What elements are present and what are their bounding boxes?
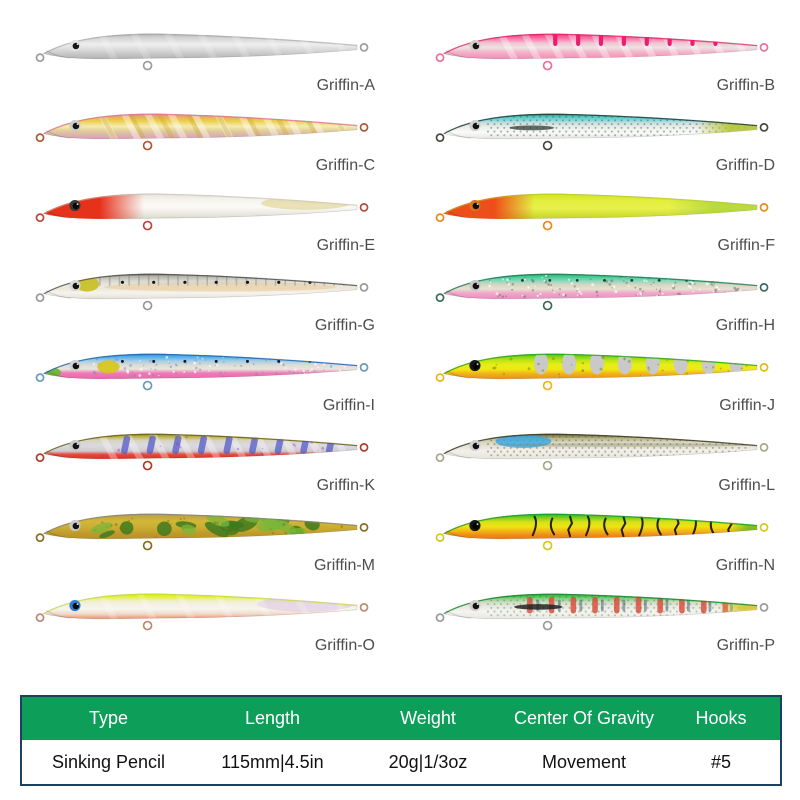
lure-artwork	[435, 33, 769, 71]
lure-image-griffin-m	[30, 499, 400, 553]
lure-image-griffin-k	[30, 419, 400, 473]
lure-cell-griffin-c: Griffin-C	[0, 97, 400, 177]
spec-value-row: Sinking Pencil 115mm|4.5in 20g|1/3oz Mov…	[21, 740, 781, 785]
lure-label-griffin-i: Griffin-I	[322, 397, 375, 414]
spec-header-row: Type Length Weight Center Of Gravity Hoo…	[21, 696, 781, 740]
lure-image-griffin-g	[30, 259, 400, 313]
lure-artwork	[35, 113, 369, 151]
lure-artwork	[35, 273, 369, 311]
lure-label-griffin-m: Griffin-M	[313, 557, 375, 574]
lure-artwork	[35, 33, 369, 71]
lure-label-griffin-k: Griffin-K	[316, 477, 375, 494]
lure-image-griffin-j	[430, 339, 800, 393]
lure-artwork	[435, 353, 769, 391]
lure-label-griffin-e: Griffin-E	[316, 237, 375, 254]
lure-cell-griffin-p: Griffin-P	[400, 577, 800, 657]
lure-artwork	[35, 433, 369, 471]
lure-image-griffin-a	[30, 19, 400, 73]
lure-cell-griffin-h: Griffin-H	[400, 257, 800, 337]
spec-header-weight: Weight	[350, 696, 506, 740]
lure-image-griffin-d	[430, 99, 800, 153]
lure-artwork	[35, 353, 369, 391]
lure-image-griffin-c	[30, 99, 400, 153]
lure-cell-griffin-f: Griffin-F	[400, 177, 800, 257]
lure-cell-griffin-d: Griffin-D	[400, 97, 800, 177]
lure-label-griffin-j: Griffin-J	[719, 397, 775, 414]
spec-value-weight: 20g|1/3oz	[350, 740, 506, 785]
lure-image-griffin-p	[430, 579, 800, 633]
lure-artwork	[435, 113, 769, 151]
lure-label-griffin-o: Griffin-O	[314, 637, 375, 654]
lure-image-griffin-o	[30, 579, 400, 633]
spec-table: Type Length Weight Center Of Gravity Hoo…	[20, 695, 782, 786]
lure-artwork	[35, 513, 369, 551]
lure-image-griffin-e	[30, 179, 400, 233]
spec-table-wrap: Type Length Weight Center Of Gravity Hoo…	[20, 695, 782, 786]
spec-header-center-of-gravity: Center Of Gravity	[506, 696, 662, 740]
lure-label-griffin-h: Griffin-H	[715, 317, 775, 334]
lure-image-griffin-h	[430, 259, 800, 313]
lure-cell-griffin-b: Griffin-B	[400, 0, 800, 97]
lure-image-griffin-l	[430, 419, 800, 473]
spec-value-hooks: #5	[662, 740, 781, 785]
spec-value-length: 115mm|4.5in	[195, 740, 350, 785]
lure-label-griffin-a: Griffin-A	[316, 77, 375, 94]
lure-label-griffin-c: Griffin-C	[315, 157, 375, 174]
lure-cell-griffin-e: Griffin-E	[0, 177, 400, 257]
lure-artwork	[35, 193, 369, 231]
lure-image-griffin-f	[430, 179, 800, 233]
lure-cell-griffin-a: Griffin-A	[0, 0, 400, 97]
lure-artwork	[435, 193, 769, 231]
lure-label-griffin-p: Griffin-P	[716, 637, 775, 654]
lure-cell-griffin-n: Griffin-N	[400, 497, 800, 577]
lure-artwork	[435, 593, 769, 631]
lure-artwork	[35, 593, 369, 631]
lure-label-griffin-f: Griffin-F	[717, 237, 775, 254]
spec-header-length: Length	[195, 696, 350, 740]
lure-cell-griffin-g: Griffin-G	[0, 257, 400, 337]
lure-label-griffin-n: Griffin-N	[715, 557, 775, 574]
spec-header-type: Type	[21, 696, 195, 740]
lure-label-griffin-l: Griffin-L	[718, 477, 775, 494]
lure-image-griffin-n	[430, 499, 800, 553]
lure-cell-griffin-m: Griffin-M	[0, 497, 400, 577]
lure-cell-griffin-j: Griffin-J	[400, 337, 800, 417]
lure-label-griffin-b: Griffin-B	[716, 77, 775, 94]
lure-image-griffin-i	[30, 339, 400, 393]
lure-artwork	[435, 513, 769, 551]
lure-cell-griffin-l: Griffin-L	[400, 417, 800, 497]
spec-value-type: Sinking Pencil	[21, 740, 195, 785]
spec-header-hooks: Hooks	[662, 696, 781, 740]
spec-value-center-of-gravity: Movement	[506, 740, 662, 785]
lure-artwork	[435, 433, 769, 471]
lure-grid: Griffin-A Griffin-B Griffin-C Griffin-D …	[0, 0, 800, 657]
lure-label-griffin-d: Griffin-D	[715, 157, 775, 174]
lure-label-griffin-g: Griffin-G	[314, 317, 375, 334]
lure-artwork	[435, 273, 769, 311]
lure-cell-griffin-i: Griffin-I	[0, 337, 400, 417]
lure-cell-griffin-o: Griffin-O	[0, 577, 400, 657]
lure-image-griffin-b	[430, 19, 800, 73]
lure-cell-griffin-k: Griffin-K	[0, 417, 400, 497]
